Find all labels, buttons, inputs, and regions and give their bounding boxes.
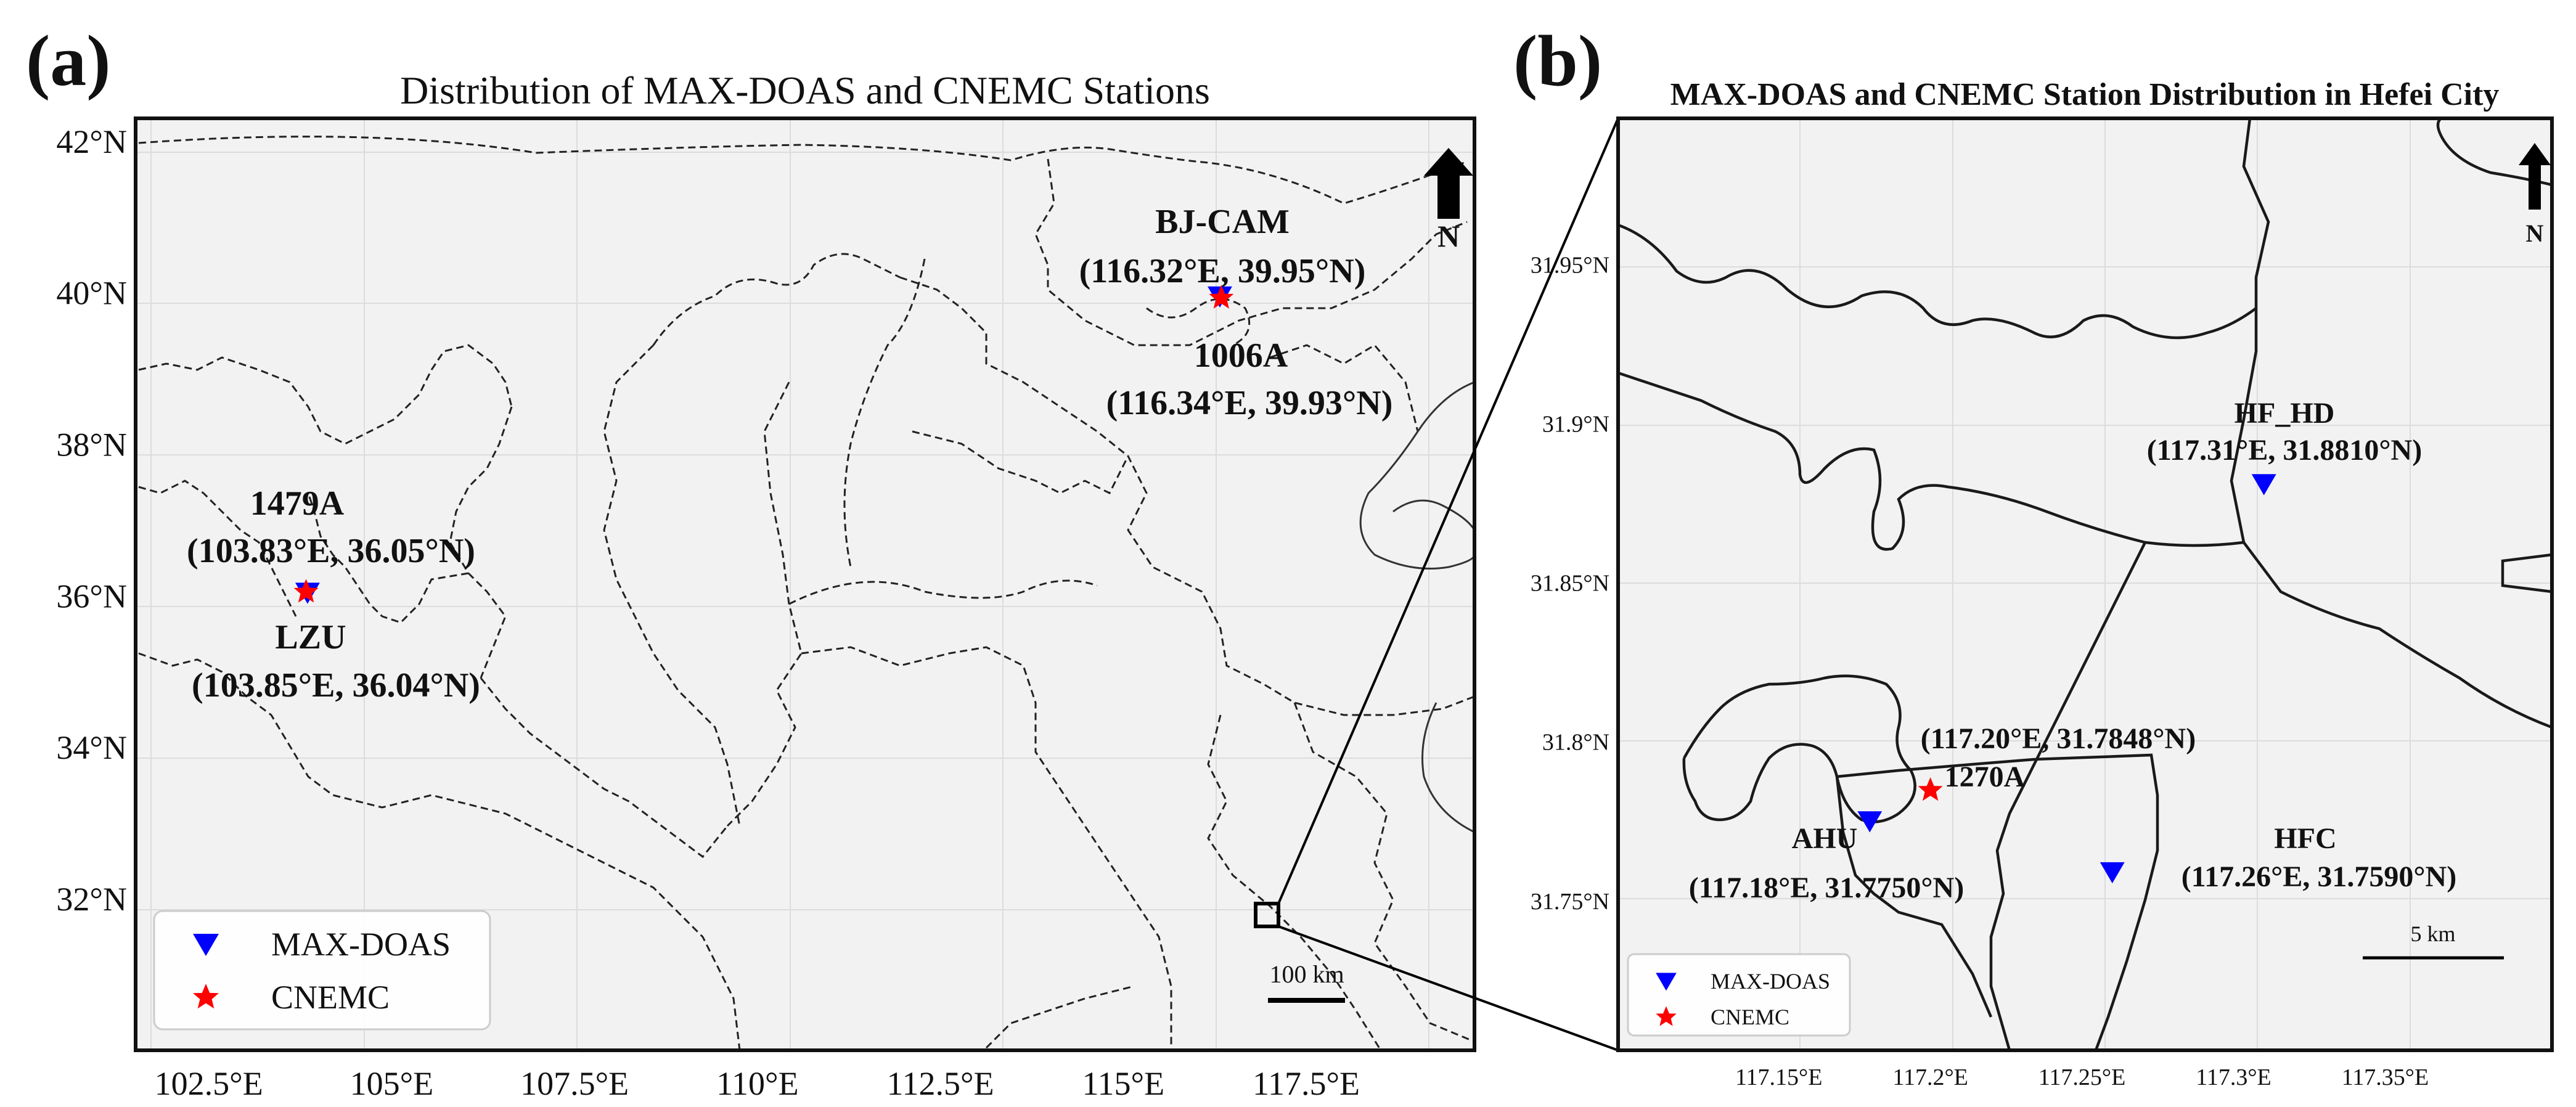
label-hfc-name: HFC [2274, 822, 2336, 855]
panel-b-district-boundaries [1618, 118, 2552, 1050]
label-ahu-coord: (117.18°E, 31.7750°N) [1689, 872, 1964, 904]
lon-tick-label: 117.25°E [2038, 1064, 2126, 1090]
lat-tick-label: 31.85°N [1531, 571, 1609, 597]
lat-tick-label: 32°N [56, 881, 127, 918]
panel-a-title: Distribution of MAX-DOAS and CNEMC Stati… [400, 68, 1210, 112]
lat-tick-label: 31.9°N [1542, 412, 1609, 438]
lon-tick-label: 117.2°E [1892, 1064, 1968, 1090]
lat-tick-label: 36°N [56, 578, 127, 615]
label-1270a-name: 1270A [1945, 761, 2026, 793]
label-ahu-name: AHU [1792, 822, 1858, 855]
legend-b-max-doas-label: MAX-DOAS [1711, 969, 1830, 994]
label-lzu-name: LZU [275, 618, 346, 656]
lon-tick-label: 117.5°E [1253, 1065, 1360, 1102]
panel-b-lon-ticks: 117.15°E 117.2°E 117.25°E 117.3°E 117.35°E [1735, 1064, 2429, 1090]
panel-b-labels: HF_HD (117.31°E, 31.8810°N) (117.20°E, 3… [1689, 397, 2456, 904]
panel-a-letter: (a) [26, 20, 111, 101]
label-bj-cam-name: BJ-CAM [1155, 203, 1290, 241]
label-hf-hd-coord: (117.31°E, 31.8810°N) [2147, 434, 2422, 467]
lat-tick-label: 40°N [56, 275, 127, 312]
lat-tick-label: 38°N [56, 426, 127, 463]
lat-tick-label: 31.75°N [1531, 889, 1609, 915]
label-1479a-coord: (103.83°E, 36.05°N) [187, 532, 475, 570]
panel-a-lon-ticks: 102.5°E 105°E 107.5°E 110°E 112.5°E 115°E 117.… [155, 1065, 1360, 1102]
panel-a-north-arrow: N [1424, 148, 1473, 253]
panel-b-map [1618, 118, 2552, 1050]
panel-b-legend: MAX-DOAS CNEMC [1627, 953, 1851, 1037]
label-hfc-coord: (117.26°E, 31.7590°N) [2181, 860, 2456, 893]
panel-b-letter: (b) [1513, 20, 1602, 101]
panel-a-lat-ticks: 42°N 40°N 38°N 36°N 34°N 32°N [56, 123, 127, 918]
lon-tick-label: 102.5°E [155, 1065, 263, 1102]
panel-a-scale-bar: 100 km [1268, 960, 1345, 1003]
lat-tick-label: 34°N [56, 729, 127, 766]
panel-b-title: MAX-DOAS and CNEMC Station Distribution … [1670, 77, 2500, 112]
lon-tick-label: 105°E [350, 1065, 434, 1102]
panel-b-scale-label: 5 km [2410, 921, 2455, 946]
legend-b-cnemc-label: CNEMC [1711, 1005, 1789, 1029]
panel-b-north-label: N [2526, 219, 2544, 247]
panel-a-frame [134, 116, 1476, 1052]
panel-b-scale-bar: 5 km [2363, 921, 2504, 960]
panel-b-north-arrow: N [2519, 143, 2551, 247]
label-1479a-name: 1479A [250, 484, 345, 523]
lon-tick-label: 117.35°E [2342, 1064, 2429, 1090]
label-1006a-coord: (116.34°E, 39.93°N) [1106, 384, 1393, 422]
panel-a-scale-label: 100 km [1269, 960, 1344, 988]
lon-tick-label: 115°E [1082, 1065, 1165, 1102]
panel-a-province-borders [138, 136, 1474, 1050]
lon-tick-label: 112.5°E [887, 1065, 994, 1102]
panel-b-frame [1616, 116, 2554, 1052]
legend-a-cnemc-label: CNEMC [271, 979, 390, 1016]
panel-b-land [1618, 118, 2552, 1050]
label-bj-cam-coord: (116.32°E, 39.95°N) [1079, 252, 1366, 290]
lon-tick-label: 110°E [716, 1065, 799, 1102]
lon-tick-label: 107.5°E [520, 1065, 629, 1102]
label-1270a-coord: (117.20°E, 31.7848°N) [1921, 722, 2196, 755]
panel-a-land [136, 118, 1474, 1050]
lat-tick-label: 31.8°N [1542, 730, 1609, 756]
label-lzu-coord: (103.85°E, 36.04°N) [192, 666, 480, 705]
lon-tick-label: 117.3°E [2196, 1064, 2271, 1090]
label-1006a-name: 1006A [1194, 337, 1288, 375]
panel-a-legend: MAX-DOAS CNEMC [153, 910, 491, 1031]
panel-a-inset-box [1254, 902, 1280, 928]
legend-a-max-doas-label: MAX-DOAS [271, 926, 451, 963]
panel-b-lat-ticks: 31.95°N 31.9°N 31.85°N 31.8°N 31.75°N [1531, 253, 1609, 915]
panel-a-north-label: N [1437, 219, 1460, 253]
panel-a-gridlines [136, 118, 1474, 1050]
lon-tick-label: 117.15°E [1735, 1064, 1823, 1090]
panel-a-coastline [1359, 381, 1474, 833]
lat-tick-label: 42°N [56, 123, 127, 160]
label-hf-hd-name: HF_HD [2235, 397, 2335, 430]
panel-a-labels: BJ-CAM (116.32°E, 39.95°N) 1006A (116.34… [187, 203, 1392, 705]
panel-a-map [136, 118, 1474, 1050]
lat-tick-label: 31.95°N [1531, 253, 1609, 279]
inset-connectors [1277, 118, 1619, 1052]
